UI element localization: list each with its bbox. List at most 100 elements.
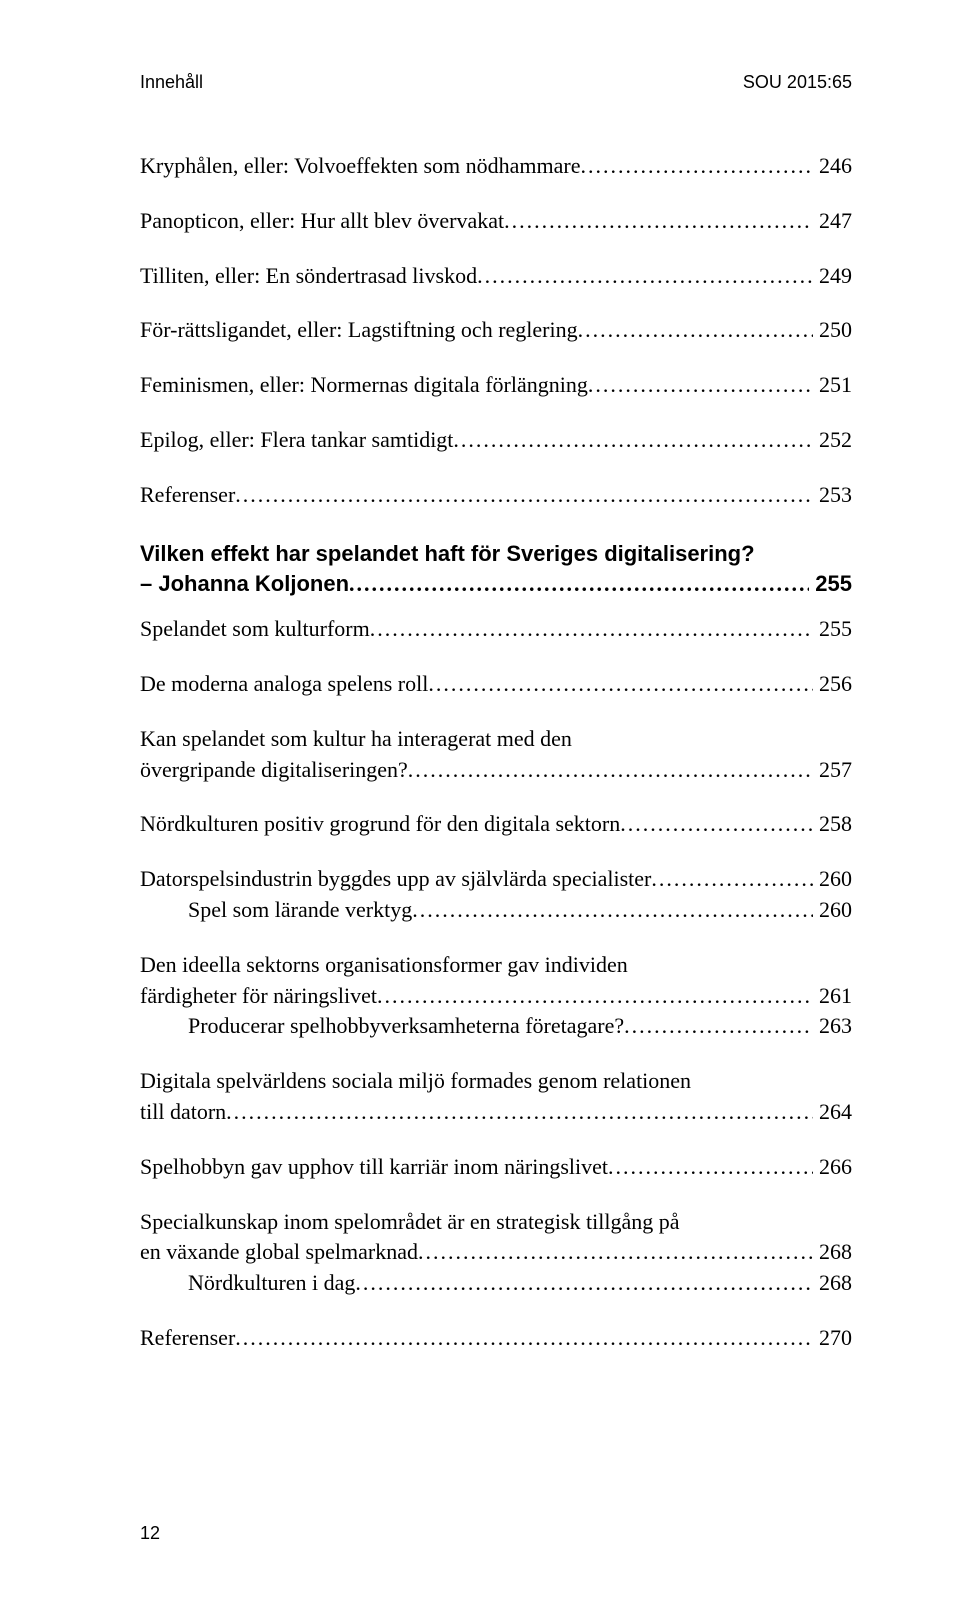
toc-leader [355, 1277, 813, 1299]
toc-heading-line2: – Johanna Koljonen 255 [140, 569, 852, 600]
toc-page: 261 [813, 981, 852, 1012]
toc-label: till datorn [140, 1097, 226, 1128]
toc-label: färdigheter för näringslivet [140, 981, 377, 1012]
toc-label: övergripande digitaliseringen? [140, 755, 408, 786]
toc-entry: Datorspelsindustrin byggdes upp av själv… [140, 864, 852, 895]
toc-entry: färdigheter för näringslivet 261 [140, 981, 852, 1012]
toc-label: Panopticon, eller: Hur allt blev övervak… [140, 206, 504, 237]
toc-heading-line1: Vilken effekt har spelandet haft för Sve… [140, 539, 852, 570]
toc-leader [578, 324, 813, 346]
toc-page: 258 [813, 809, 852, 840]
toc-content: Kryphålen, eller: Volvoeffekten som nödh… [140, 151, 852, 1354]
toc-label: Datorspelsindustrin byggdes upp av själv… [140, 864, 651, 895]
toc-label: Feminismen, eller: Normernas digitala fö… [140, 370, 588, 401]
toc-entry: Referenser 270 [140, 1323, 852, 1354]
toc-label: För-rättsligandet, eller: Lagstiftning o… [140, 315, 578, 346]
toc-leader [624, 1020, 813, 1042]
toc-leader [504, 215, 813, 237]
toc-subentry: Spel som lärande verktyg 260 [140, 895, 852, 926]
toc-page: 256 [813, 669, 852, 700]
toc-leader [412, 904, 813, 926]
toc-entry: Nördkulturen positiv grogrund för den di… [140, 809, 852, 840]
toc-page: 253 [813, 480, 852, 511]
toc-leader [608, 1161, 813, 1183]
toc-label: Tilliten, eller: En söndertrasad livskod [140, 261, 477, 292]
toc-page: 266 [813, 1152, 852, 1183]
toc-page: 251 [813, 370, 852, 401]
toc-page: 263 [813, 1011, 852, 1042]
toc-leader [620, 818, 813, 840]
toc-heading-author: – Johanna Koljonen [140, 569, 349, 600]
toc-leader [235, 1332, 813, 1354]
toc-label: Spelhobbyn gav upphov till karriär inom … [140, 1152, 608, 1183]
toc-label: Nördkulturen i dag [140, 1268, 355, 1299]
toc-entry-multiline: Digitala spelvärldens sociala miljö form… [140, 1066, 852, 1097]
toc-leader [588, 379, 813, 401]
header-right: SOU 2015:65 [743, 72, 852, 93]
toc-leader [581, 160, 814, 182]
toc-entry: en växande global spelmarknad 268 [140, 1237, 852, 1268]
toc-leader [477, 269, 813, 291]
toc-entry: Spelhobbyn gav upphov till karriär inom … [140, 1152, 852, 1183]
toc-page: 247 [813, 206, 852, 237]
toc-label: Spel som lärande verktyg [140, 895, 412, 926]
toc-entry-multiline: Specialkunskap inom spelområdet är en st… [140, 1207, 852, 1238]
header-left: Innehåll [140, 72, 203, 93]
toc-label: Nördkulturen positiv grogrund för den di… [140, 809, 620, 840]
toc-page: 260 [813, 864, 852, 895]
toc-page: 270 [813, 1323, 852, 1354]
toc-leader [235, 489, 813, 511]
toc-entry: Referenser 253 [140, 480, 852, 511]
page-number-footer: 12 [140, 1523, 160, 1544]
toc-subentry: Producerar spelhobbyverksamheterna föret… [140, 1011, 852, 1042]
toc-label: Specialkunskap inom spelområdet är en st… [140, 1207, 852, 1238]
toc-leader [226, 1106, 813, 1128]
toc-page: 268 [813, 1237, 852, 1268]
toc-label: en växande global spelmarknad [140, 1237, 418, 1268]
toc-label: Producerar spelhobbyverksamheterna föret… [140, 1011, 624, 1042]
toc-entry-multiline: Den ideella sektorns organisationsformer… [140, 950, 852, 981]
toc-entry: Panopticon, eller: Hur allt blev övervak… [140, 206, 852, 237]
toc-page: 260 [813, 895, 852, 926]
toc-entry-multiline: Kan spelandet som kultur ha interagerat … [140, 724, 852, 755]
toc-page: 255 [813, 614, 852, 645]
toc-entry: Epilog, eller: Flera tankar samtidigt 25… [140, 425, 852, 456]
toc-leader [418, 1246, 813, 1268]
toc-entry: Spelandet som kulturform 255 [140, 614, 852, 645]
toc-page: 255 [809, 569, 852, 600]
toc-leader [370, 623, 813, 645]
toc-page: 268 [813, 1268, 852, 1299]
toc-label: Spelandet som kulturform [140, 614, 370, 645]
toc-section-heading: Vilken effekt har spelandet haft för Sve… [140, 539, 852, 601]
toc-leader [428, 678, 813, 700]
toc-label: De moderna analoga spelens roll [140, 669, 428, 700]
toc-page: 257 [813, 755, 852, 786]
page: Innehåll SOU 2015:65 Kryphålen, eller: V… [0, 0, 960, 1598]
toc-label: Referenser [140, 480, 235, 511]
toc-entry: De moderna analoga spelens roll 256 [140, 669, 852, 700]
toc-page: 246 [813, 151, 852, 182]
toc-leader [349, 578, 809, 600]
toc-page: 252 [813, 425, 852, 456]
toc-leader [408, 763, 813, 785]
toc-label: Epilog, eller: Flera tankar samtidigt [140, 425, 453, 456]
toc-entry: Kryphålen, eller: Volvoeffekten som nödh… [140, 151, 852, 182]
toc-entry: till datorn 264 [140, 1097, 852, 1128]
toc-label: Digitala spelvärldens sociala miljö form… [140, 1066, 852, 1097]
toc-page: 250 [813, 315, 852, 346]
toc-label: Den ideella sektorns organisationsformer… [140, 950, 852, 981]
toc-leader [651, 873, 813, 895]
running-header: Innehåll SOU 2015:65 [140, 72, 852, 93]
toc-subentry: Nördkulturen i dag 268 [140, 1268, 852, 1299]
toc-label: Kryphålen, eller: Volvoeffekten som nödh… [140, 151, 581, 182]
toc-entry: Feminismen, eller: Normernas digitala fö… [140, 370, 852, 401]
toc-page: 264 [813, 1097, 852, 1128]
toc-leader [377, 989, 813, 1011]
toc-label: Kan spelandet som kultur ha interagerat … [140, 724, 852, 755]
toc-entry: övergripande digitaliseringen? 257 [140, 755, 852, 786]
toc-entry: Tilliten, eller: En söndertrasad livskod… [140, 261, 852, 292]
toc-leader [453, 434, 813, 456]
toc-label: Referenser [140, 1323, 235, 1354]
toc-page: 249 [813, 261, 852, 292]
toc-entry: För-rättsligandet, eller: Lagstiftning o… [140, 315, 852, 346]
